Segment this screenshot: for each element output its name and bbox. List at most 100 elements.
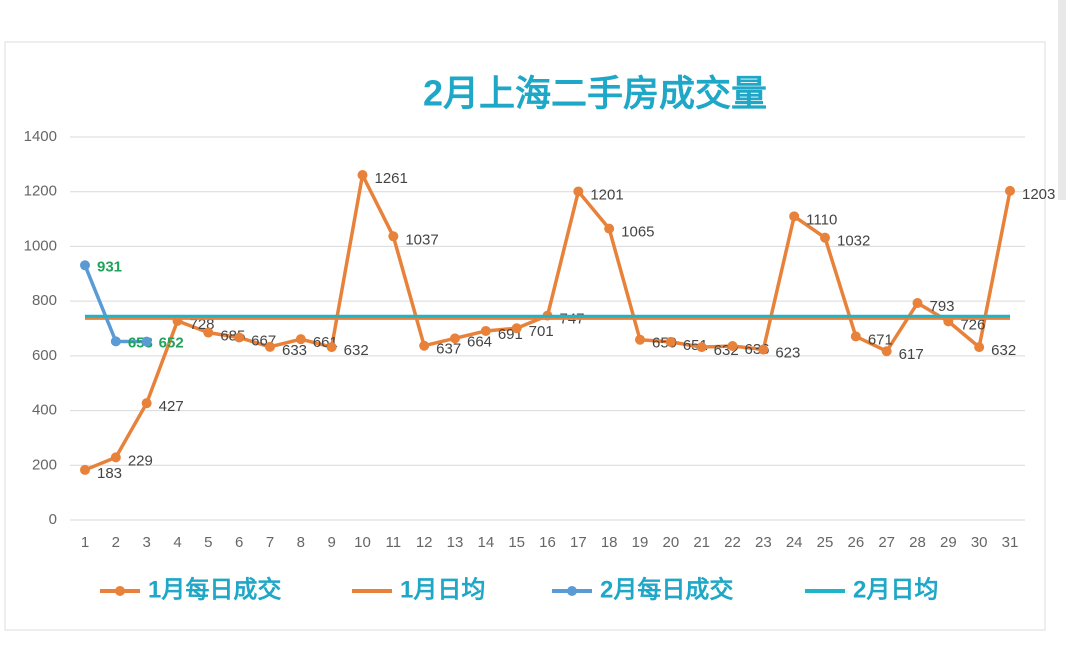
data-label: 671: [868, 331, 893, 348]
legend-label: 1月每日成交: [148, 575, 281, 603]
chart-title: 2月上海二手房成交量: [423, 73, 767, 114]
data-point: [789, 211, 800, 222]
data-label: 1032: [837, 233, 870, 250]
x-tick-label: 13: [447, 534, 464, 551]
data-point: [388, 231, 399, 242]
x-tick-label: 17: [570, 534, 587, 551]
data-point: [974, 342, 985, 353]
data-label: 637: [436, 341, 461, 358]
y-tick-label: 200: [32, 456, 57, 473]
x-tick-label: 28: [909, 534, 926, 551]
legend-label: 2月日均: [853, 575, 938, 603]
data-point: [665, 336, 676, 347]
x-tick-label: 31: [1002, 534, 1019, 551]
x-tick-label: 22: [724, 534, 741, 551]
data-point: [912, 298, 923, 309]
data-label: 652: [159, 335, 184, 352]
legend-label: 1月日均: [400, 575, 485, 603]
data-label: 617: [899, 346, 924, 363]
x-tick-label: 21: [693, 534, 710, 551]
x-tick-label: 5: [204, 534, 212, 551]
data-label: 623: [775, 345, 800, 362]
data-point: [295, 334, 306, 345]
data-point: [110, 452, 121, 463]
data-point: [573, 186, 584, 197]
data-point: [80, 260, 90, 271]
chart-card: [4, 41, 1046, 631]
data-point: [604, 223, 615, 234]
data-point: [419, 340, 430, 351]
data-label: 1203: [1022, 186, 1055, 203]
y-tick-label: 600: [32, 347, 57, 364]
y-tick-label: 1400: [24, 128, 57, 145]
x-tick-label: 27: [878, 534, 895, 551]
y-tick-label: 1200: [24, 183, 57, 200]
data-point: [758, 344, 769, 355]
x-tick-label: 24: [786, 534, 803, 551]
x-tick-label: 2: [112, 534, 120, 551]
x-tick-label: 7: [266, 534, 274, 551]
data-point: [696, 342, 707, 353]
legend-label: 2月每日成交: [600, 575, 733, 603]
data-label: 931: [97, 258, 122, 275]
x-tick-label: 12: [416, 534, 433, 551]
data-label: 701: [529, 323, 554, 340]
data-point: [326, 342, 337, 353]
data-label: 793: [930, 298, 955, 315]
data-point: [141, 398, 152, 409]
data-point: [265, 341, 275, 352]
data-point: [881, 346, 892, 357]
x-tick-label: 3: [142, 534, 150, 551]
data-label: 1261: [375, 170, 408, 187]
data-label: 1037: [405, 231, 438, 248]
data-point: [141, 336, 152, 347]
data-point: [1005, 185, 1015, 196]
data-label: 664: [467, 333, 492, 350]
data-point: [727, 341, 738, 352]
data-label: 632: [344, 342, 369, 359]
data-point: [635, 334, 645, 345]
x-tick-label: 19: [632, 534, 649, 551]
data-point: [450, 333, 460, 344]
x-tick-label: 26: [847, 534, 864, 551]
data-label: 632: [991, 342, 1016, 359]
x-tick-label: 18: [601, 534, 618, 551]
data-label: 633: [282, 342, 307, 359]
data-point: [80, 464, 90, 475]
x-tick-label: 15: [508, 534, 525, 551]
data-point: [820, 232, 830, 243]
data-label: 1065: [621, 224, 654, 241]
y-tick-label: 800: [32, 292, 57, 309]
data-label: 726: [960, 316, 985, 333]
x-tick-label: 25: [817, 534, 834, 551]
x-tick-label: 4: [173, 534, 181, 551]
data-point: [203, 327, 214, 338]
data-label: 1201: [590, 186, 623, 203]
x-tick-label: 1: [81, 534, 89, 551]
x-tick-label: 29: [940, 534, 957, 551]
data-label: 427: [159, 398, 184, 415]
data-point: [357, 170, 368, 181]
x-tick-label: 20: [662, 534, 679, 551]
x-tick-label: 8: [297, 534, 305, 551]
x-tick-label: 30: [971, 534, 988, 551]
data-point: [110, 336, 121, 347]
legend-marker: [115, 586, 125, 596]
x-tick-label: 10: [354, 534, 371, 551]
data-point: [850, 331, 861, 342]
data-point: [480, 325, 491, 336]
data-point: [511, 323, 522, 334]
x-tick-label: 16: [539, 534, 556, 551]
x-tick-label: 6: [235, 534, 243, 551]
data-label: 229: [128, 452, 153, 469]
data-label: 183: [97, 465, 122, 482]
data-label: 1110: [806, 211, 837, 228]
x-tick-label: 23: [755, 534, 772, 551]
y-tick-label: 1000: [24, 237, 57, 254]
y-tick-label: 400: [32, 402, 57, 419]
data-point: [234, 332, 245, 343]
x-tick-label: 14: [477, 534, 494, 551]
y-tick-label: 0: [49, 511, 57, 528]
